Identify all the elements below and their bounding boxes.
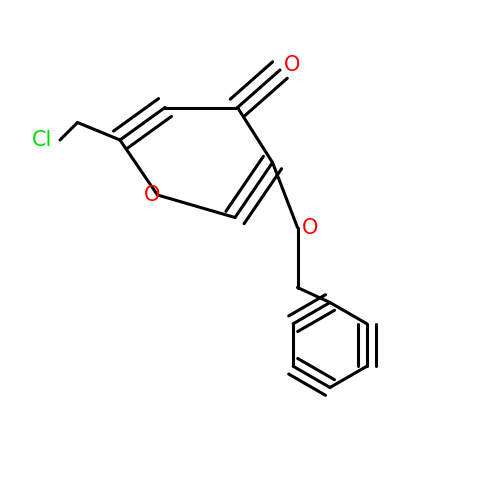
Text: O: O	[302, 218, 318, 238]
Text: Cl: Cl	[32, 130, 52, 150]
Text: O: O	[284, 55, 300, 75]
Text: O: O	[144, 185, 160, 205]
